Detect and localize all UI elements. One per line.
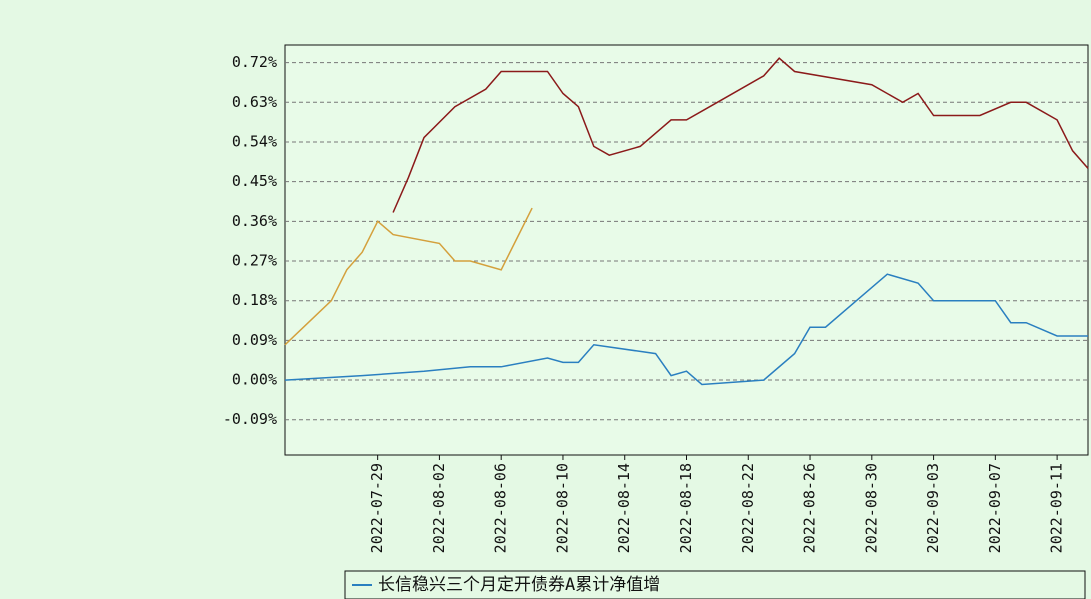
x-tick-label: 2022-08-30 [862, 463, 880, 553]
y-tick-label: 0.54% [232, 132, 277, 150]
chart: -0.09% 0.00% 0.09% 0.18% 0.27% 0.36% 0.45% 0.54… [0, 0, 1091, 599]
x-tick-label: 2022-08-14 [615, 463, 633, 553]
y-tick-label: 0.63% [232, 93, 277, 111]
y-tick-label: 0.00% [232, 371, 277, 389]
x-tick-label: 2022-08-06 [492, 463, 510, 553]
x-tick-label: 2022-08-18 [677, 463, 695, 553]
x-tick-label: 2022-09-07 [986, 463, 1004, 553]
x-tick-label: 2022-07-29 [368, 463, 386, 553]
legend-label: 长信稳兴三个月定开债券A累计净值增 [378, 575, 660, 595]
plot-area [285, 45, 1088, 455]
y-tick-label: 0.36% [232, 212, 277, 230]
y-tick-label: 0.72% [232, 53, 277, 71]
x-tick-label: 2022-08-10 [553, 463, 571, 553]
x-tick-label: 2022-09-11 [1048, 463, 1066, 553]
y-tick-label: 0.27% [232, 252, 277, 270]
x-tick-label: 2022-08-22 [739, 463, 757, 553]
y-tick-label: -0.09% [223, 410, 277, 428]
y-tick-label: 0.45% [232, 172, 277, 190]
page: {"chart_data": { "type": "line", "xlim":… [0, 0, 1091, 599]
y-tick-label: 0.09% [232, 331, 277, 349]
x-tick-label: 2022-08-26 [801, 463, 819, 553]
y-tick-label: 0.18% [232, 291, 277, 309]
x-tick-label: 2022-08-02 [430, 463, 448, 553]
x-tick-label: 2022-09-03 [924, 463, 942, 553]
